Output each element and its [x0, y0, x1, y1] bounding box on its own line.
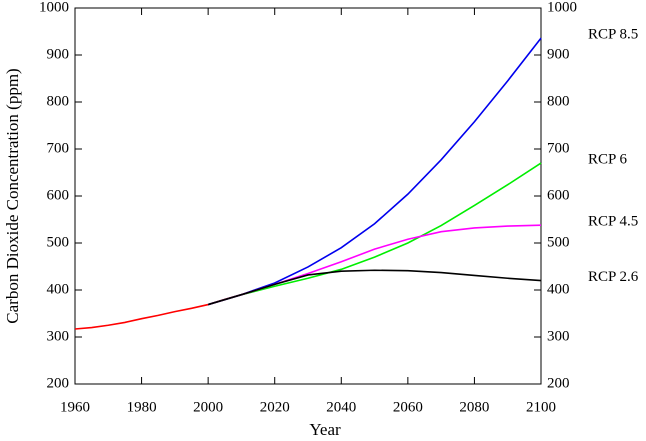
- y2-tick-label: 700: [547, 140, 570, 156]
- x-axis-label: Year: [309, 420, 341, 439]
- y-tick-label: 700: [47, 140, 70, 156]
- series-line: [74, 289, 259, 330]
- y-axis-label: Carbon Dioxide Concentration (ppm): [3, 68, 22, 323]
- y-tick-label: 900: [47, 46, 70, 62]
- y-tick-label: 600: [47, 187, 70, 203]
- y2-tick-label: 800: [547, 93, 570, 109]
- y2-tick-label: 400: [547, 281, 570, 297]
- y-tick-label: 300: [47, 328, 70, 344]
- series-label: RCP 4.5: [588, 214, 638, 230]
- x-tick-label: 2000: [193, 399, 223, 415]
- x-tick-label: 1960: [60, 399, 90, 415]
- series-line: [207, 37, 542, 306]
- y-tick-label: 400: [47, 281, 70, 297]
- y-tick-label: 800: [47, 93, 70, 109]
- y2-tick-label: 600: [547, 187, 570, 203]
- y2-tick-label: 200: [547, 375, 570, 391]
- x-tick-label: 2100: [526, 399, 556, 415]
- y-tick-label: 500: [47, 234, 70, 250]
- x-tick-label: 2060: [393, 399, 423, 415]
- y-tick-label: 1000: [39, 0, 69, 15]
- y2-tick-label: 300: [547, 328, 570, 344]
- x-tick-label: 2080: [459, 399, 489, 415]
- series-line: [207, 162, 542, 306]
- series-label: RCP 2.6: [588, 269, 639, 285]
- series-label: RCP 6: [588, 152, 628, 168]
- series-label: RCP 8.5: [588, 27, 638, 43]
- x-tick-label: 1980: [127, 399, 157, 415]
- x-tick-label: 2020: [260, 399, 290, 415]
- series-line: [207, 224, 542, 306]
- plot-frame: [74, 7, 542, 385]
- series-line: [207, 269, 542, 306]
- y2-tick-label: 900: [547, 46, 570, 62]
- y-tick-label: 200: [47, 375, 70, 391]
- y2-tick-label: 1000: [547, 0, 577, 15]
- x-tick-label: 2040: [326, 399, 356, 415]
- y2-tick-label: 500: [547, 234, 570, 250]
